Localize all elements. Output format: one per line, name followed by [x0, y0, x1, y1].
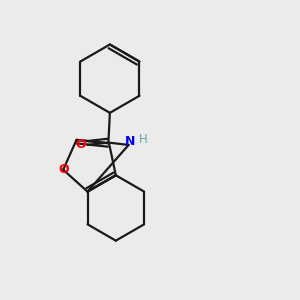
Text: H: H — [139, 133, 147, 146]
Text: O: O — [58, 163, 68, 176]
Text: N: N — [125, 135, 135, 148]
Text: O: O — [75, 138, 86, 151]
